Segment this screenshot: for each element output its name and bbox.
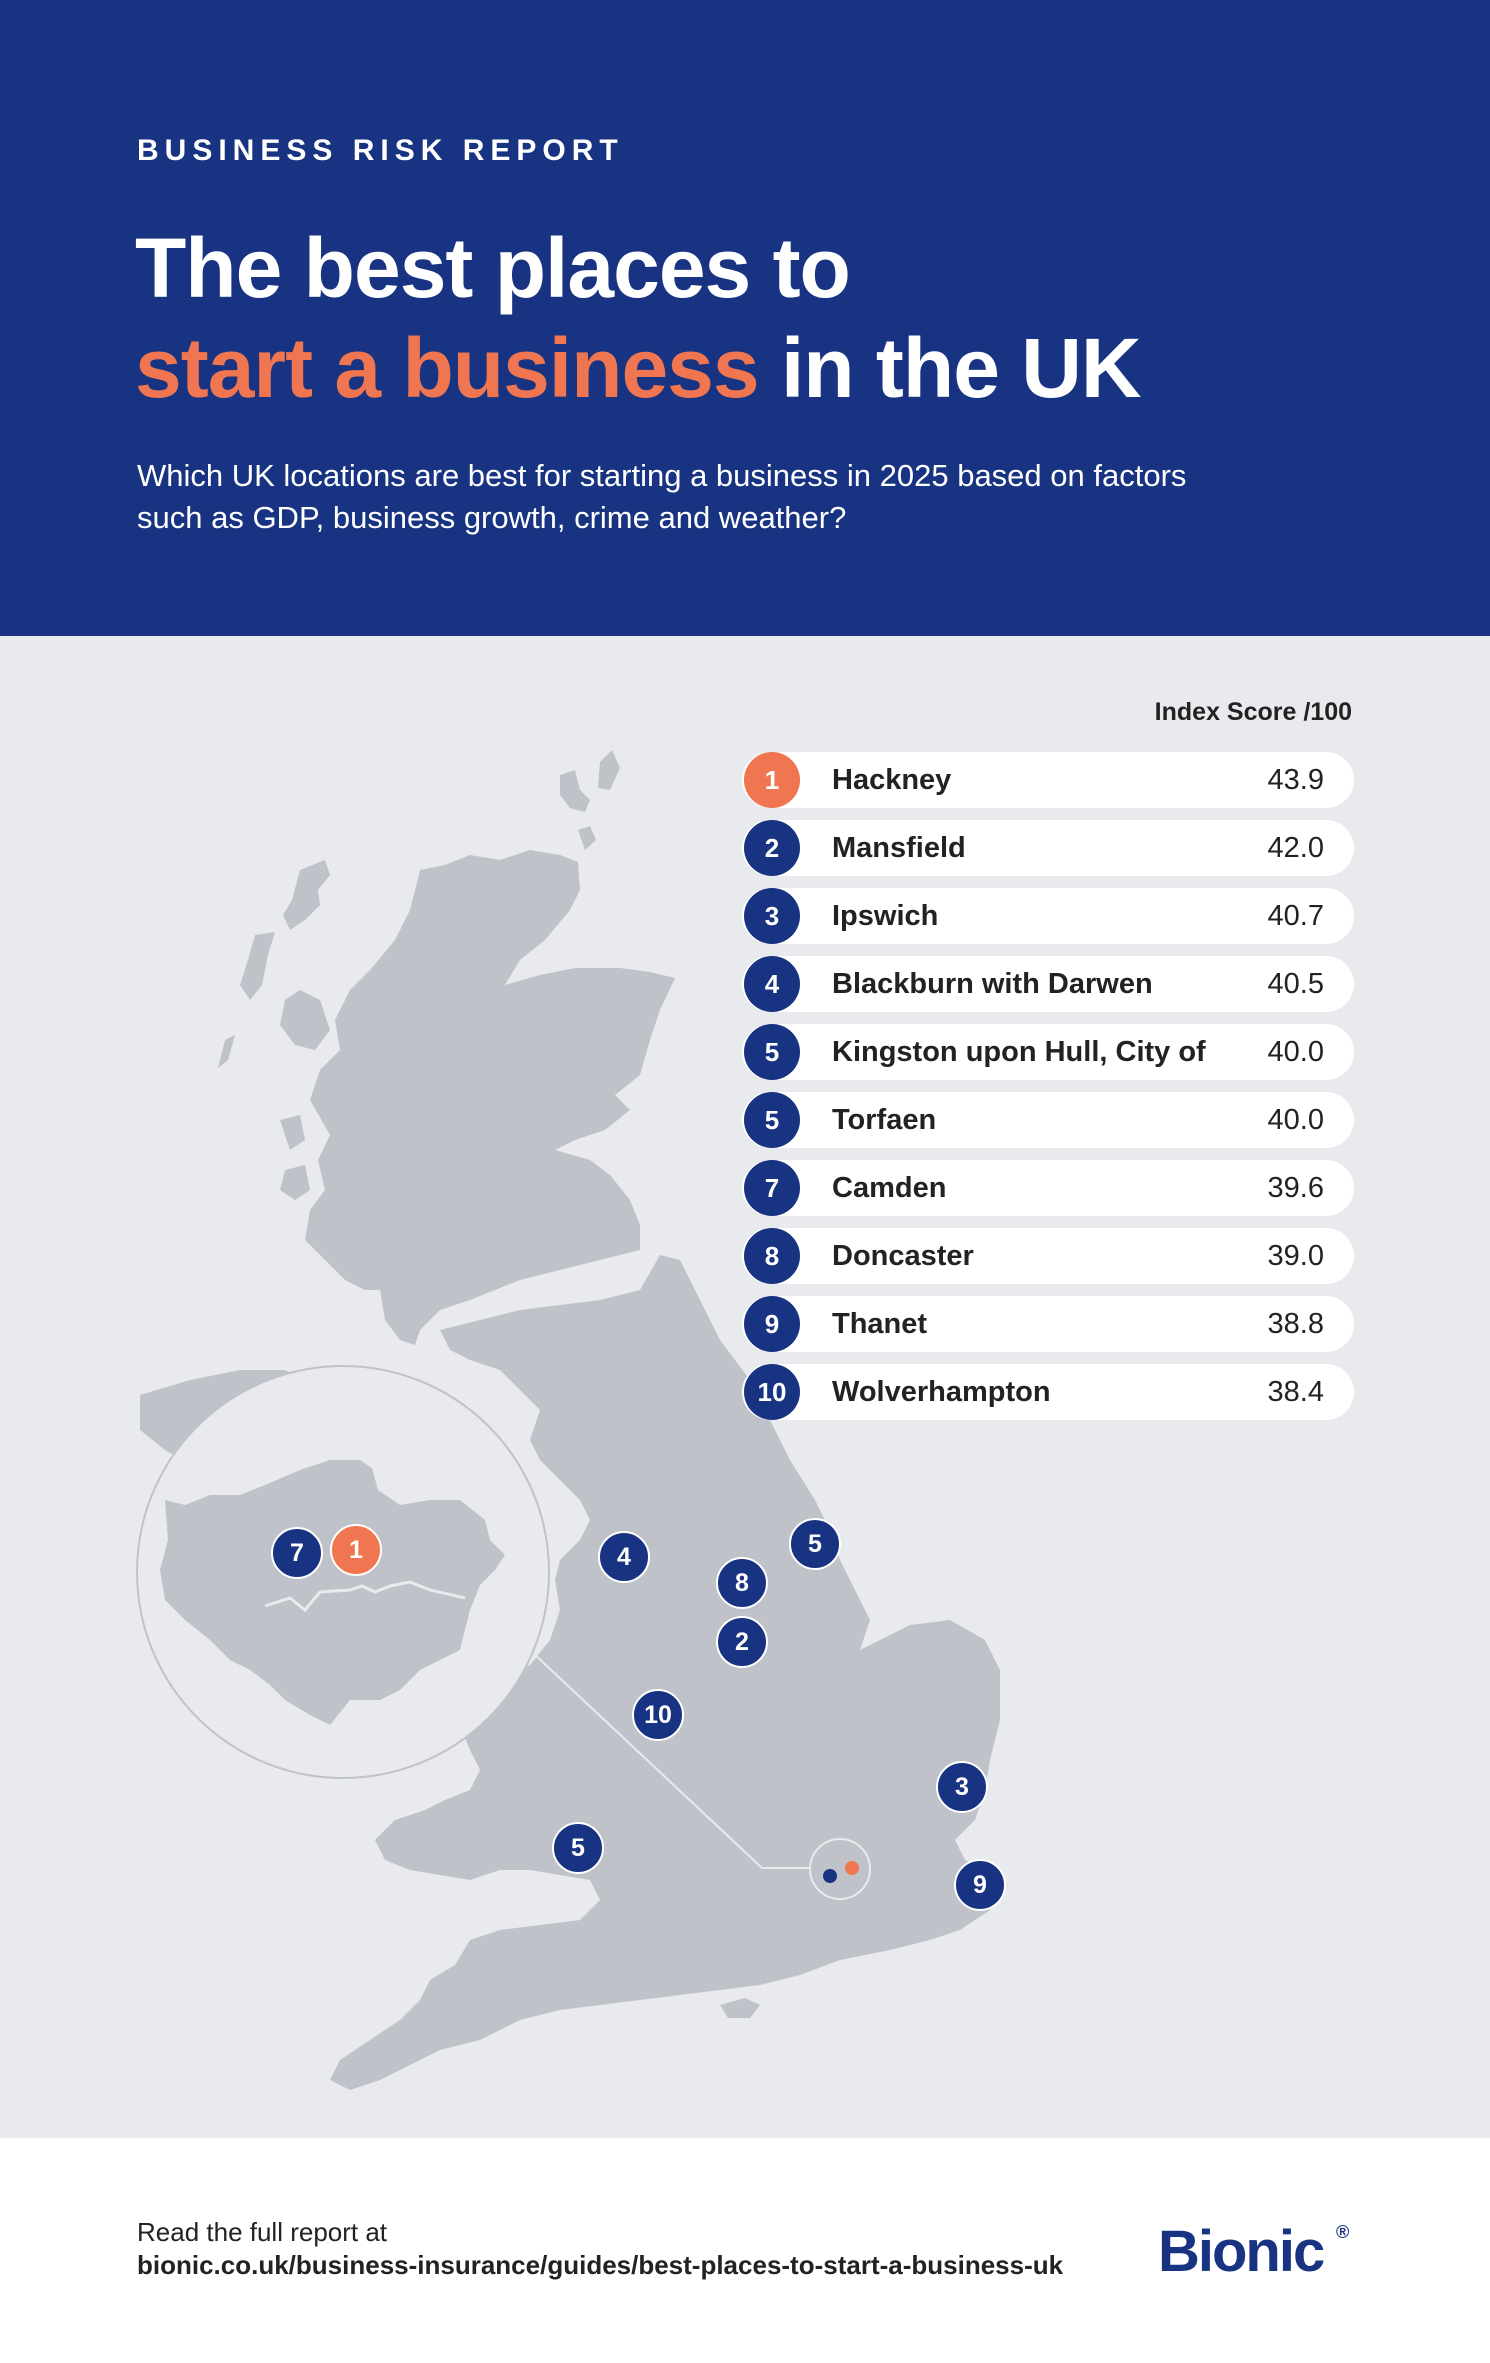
index-score: 39.6 (1267, 1172, 1324, 1204)
read-report-label: Read the full report at (137, 2217, 388, 2247)
ranking-row: 9 Thanet 38.8 (742, 1296, 1354, 1352)
rank-badge: 7 (744, 1160, 800, 1216)
rank-badge: 4 (744, 956, 800, 1012)
location-name: Ipswich (832, 900, 939, 932)
rank-badge: 2 (744, 820, 800, 876)
location-name: Torfaen (832, 1104, 937, 1136)
map-marker-torfaen: 5 (552, 1822, 604, 1874)
rank-badge: 1 (744, 752, 800, 808)
footer: Read the full report at bionic.co.uk/bus… (0, 2138, 1490, 2363)
index-score: 38.8 (1267, 1308, 1324, 1340)
header-banner: BUSINESS RISK REPORT The best places to … (0, 0, 1490, 636)
location-name: Blackburn with Darwen (832, 968, 1153, 1000)
ranking-row: 5 Torfaen 40.0 (742, 1092, 1354, 1148)
page-title: The best places to start a business in t… (135, 218, 1142, 418)
index-score-header: Index Score /100 (1154, 698, 1352, 726)
rank-badge: 9 (744, 1296, 800, 1352)
index-score: 39.0 (1267, 1240, 1324, 1272)
index-score: 42.0 (1267, 832, 1324, 864)
ranking-row: 1 Hackney 43.9 (742, 752, 1354, 808)
page-subtitle: Which UK locations are best for starting… (137, 458, 1187, 535)
map-marker-wolverhampton: 10 (632, 1689, 684, 1741)
registered-mark: ® (1336, 2222, 1350, 2242)
map-marker-hull: 5 (789, 1518, 841, 1570)
index-score: 38.4 (1267, 1376, 1324, 1408)
rank-badge: 8 (744, 1228, 800, 1284)
index-score: 40.0 (1267, 1036, 1324, 1068)
inset-marker-hackney: 1 (330, 1524, 382, 1576)
map-marker-blackburn: 4 (598, 1531, 650, 1583)
location-name: Mansfield (832, 832, 966, 864)
index-score: 40.7 (1267, 900, 1324, 932)
logo-wordmark: Bionic (1158, 2219, 1325, 2284)
title-accent: start a business (135, 321, 760, 415)
location-name: Kingston upon Hull, City of (832, 1036, 1206, 1068)
bionic-logo: Bionic ® (1158, 2218, 1349, 2284)
title-line-1: The best places to (135, 221, 851, 315)
index-score: 43.9 (1267, 764, 1324, 796)
ranking-row: 8 Doncaster 39.0 (742, 1228, 1354, 1284)
location-name: Doncaster (832, 1240, 974, 1272)
ranking-list: 1 Hackney 43.9 2 Mansfield 42.0 3 Ipswic… (742, 752, 1354, 1432)
map-marker-mansfield: 2 (716, 1616, 768, 1668)
rank-badge: 5 (744, 1024, 800, 1080)
ranking-row: 10 Wolverhampton 38.4 (742, 1364, 1354, 1420)
inset-marker-camden: 7 (271, 1527, 323, 1579)
rank-badge: 10 (744, 1364, 800, 1420)
map-marker-thanet: 9 (954, 1859, 1006, 1911)
ranking-row: 5 Kingston upon Hull, City of 40.0 (742, 1024, 1354, 1080)
ranking-row: 7 Camden 39.6 (742, 1160, 1354, 1216)
report-eyebrow: BUSINESS RISK REPORT (137, 134, 624, 167)
rank-badge: 5 (744, 1092, 800, 1148)
location-name: Hackney (832, 764, 952, 796)
title-rest: in the UK (758, 321, 1142, 415)
ranking-row: 2 Mansfield 42.0 (742, 820, 1354, 876)
location-name: Thanet (832, 1308, 928, 1340)
ranking-row: 3 Ipswich 40.7 (742, 888, 1354, 944)
location-name: Wolverhampton (832, 1376, 1051, 1408)
index-score: 40.5 (1267, 968, 1324, 1000)
map-marker-doncaster: 8 (716, 1557, 768, 1609)
index-score: 40.0 (1267, 1104, 1324, 1136)
map-section: Index Score /100 1 Hackney 43.9 2 Mansfi… (0, 636, 1490, 2138)
rank-badge: 3 (744, 888, 800, 944)
location-name: Camden (832, 1172, 947, 1204)
report-link[interactable]: bionic.co.uk/business-insurance/guides/b… (137, 2250, 1064, 2280)
map-marker-ipswich: 3 (936, 1761, 988, 1813)
ranking-row: 4 Blackburn with Darwen 40.5 (742, 956, 1354, 1012)
